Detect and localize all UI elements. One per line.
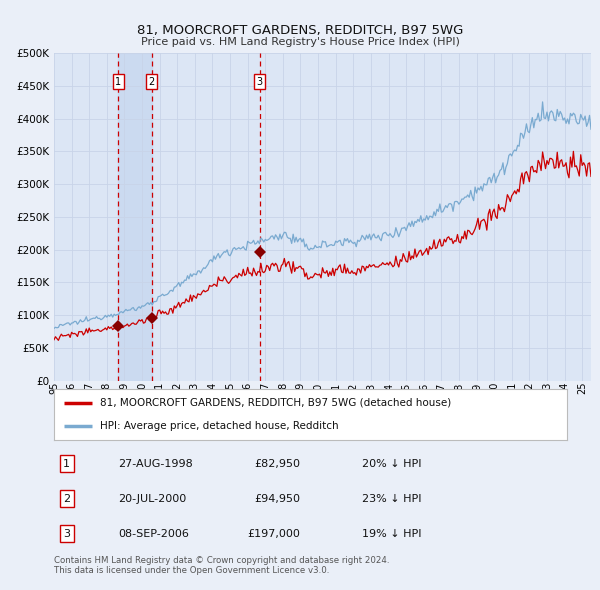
Text: 2: 2 [149, 77, 155, 87]
Text: 3: 3 [64, 529, 70, 539]
Text: HPI: Average price, detached house, Redditch: HPI: Average price, detached house, Redd… [100, 421, 339, 431]
Text: 19% ↓ HPI: 19% ↓ HPI [362, 529, 421, 539]
Text: 20-JUL-2000: 20-JUL-2000 [118, 494, 187, 503]
Text: 1: 1 [64, 458, 70, 468]
Text: 27-AUG-1998: 27-AUG-1998 [118, 458, 193, 468]
Text: 3: 3 [257, 77, 263, 87]
Text: Price paid vs. HM Land Registry's House Price Index (HPI): Price paid vs. HM Land Registry's House … [140, 37, 460, 47]
Bar [118, 53, 152, 381]
Text: 20% ↓ HPI: 20% ↓ HPI [362, 458, 421, 468]
Text: 2: 2 [63, 494, 70, 503]
Text: 81, MOORCROFT GARDENS, REDDITCH, B97 5WG: 81, MOORCROFT GARDENS, REDDITCH, B97 5WG [137, 24, 463, 37]
Text: £197,000: £197,000 [247, 529, 300, 539]
Text: £82,950: £82,950 [254, 458, 300, 468]
Text: 08-SEP-2006: 08-SEP-2006 [118, 529, 189, 539]
Text: 1: 1 [115, 77, 121, 87]
Text: £94,950: £94,950 [254, 494, 300, 503]
Text: 23% ↓ HPI: 23% ↓ HPI [362, 494, 421, 503]
Text: Contains HM Land Registry data © Crown copyright and database right 2024.
This d: Contains HM Land Registry data © Crown c… [54, 556, 389, 575]
Text: 81, MOORCROFT GARDENS, REDDITCH, B97 5WG (detached house): 81, MOORCROFT GARDENS, REDDITCH, B97 5WG… [100, 398, 451, 408]
